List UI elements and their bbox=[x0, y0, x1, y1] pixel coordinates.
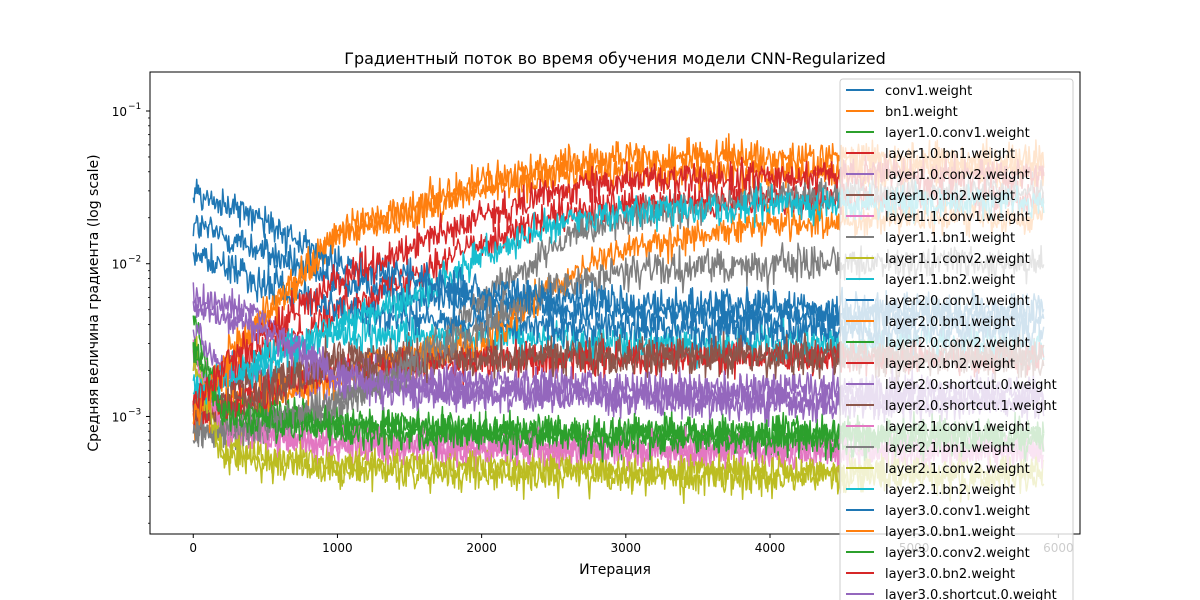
legend: conv1.weight bn1.weight layer1.0.conv1.wei… bbox=[839, 78, 1074, 600]
legend-label: layer3.0.shortcut.0.weight bbox=[885, 588, 1057, 600]
x-tick-label: 0 bbox=[189, 541, 197, 555]
legend-label: layer2.1.bn2.weight bbox=[885, 483, 1015, 498]
legend-label: layer2.0.bn1.weight bbox=[885, 315, 1015, 330]
x-tick-label: 4000 bbox=[755, 541, 786, 555]
legend-label: layer2.0.conv2.weight bbox=[885, 336, 1030, 351]
legend-label: layer1.1.conv2.weight bbox=[885, 252, 1030, 267]
y-tick-label: 10 bbox=[112, 105, 127, 119]
legend-label: layer2.0.conv1.weight bbox=[885, 294, 1030, 309]
y-tick-exponent: −1 bbox=[128, 102, 141, 112]
legend-label: layer1.1.bn1.weight bbox=[885, 231, 1015, 246]
y-tick-exponent: −2 bbox=[128, 255, 141, 265]
legend-label: layer2.0.shortcut.0.weight bbox=[885, 378, 1057, 393]
legend-label: layer2.0.shortcut.1.weight bbox=[885, 399, 1057, 414]
legend-label: layer3.0.bn2.weight bbox=[885, 567, 1015, 582]
legend-label: layer3.0.conv2.weight bbox=[885, 546, 1030, 561]
x-tick-label: 2000 bbox=[466, 541, 497, 555]
legend-label: conv1.weight bbox=[885, 84, 972, 99]
legend-label: layer1.1.bn2.weight bbox=[885, 273, 1015, 288]
y-axis-ticks: 10−310−210−1 bbox=[112, 102, 150, 524]
x-axis-label: Итерация bbox=[579, 562, 651, 578]
legend-label: bn1.weight bbox=[885, 105, 958, 120]
plot-frame bbox=[149, 71, 1081, 535]
legend-label: layer2.1.conv2.weight bbox=[885, 462, 1030, 477]
legend-label: layer3.0.bn1.weight bbox=[885, 525, 1015, 540]
x-tick-label: 1000 bbox=[322, 541, 353, 555]
legend-label: layer1.0.bn1.weight bbox=[885, 147, 1015, 162]
y-tick-exponent: −3 bbox=[128, 407, 141, 417]
legend-label: layer2.0.bn2.weight bbox=[885, 357, 1015, 372]
legend-label: layer1.1.conv1.weight bbox=[885, 210, 1030, 225]
legend-label: layer2.1.conv1.weight bbox=[885, 420, 1030, 435]
y-axis-label: Средняя величина градиента (log scale) bbox=[86, 154, 102, 451]
legend-label: layer1.0.conv1.weight bbox=[885, 126, 1030, 141]
y-tick-label: 10 bbox=[112, 258, 127, 272]
legend-label: layer3.0.conv1.weight bbox=[885, 504, 1030, 519]
legend-label: layer1.0.conv2.weight bbox=[885, 168, 1030, 183]
legend-label: layer1.0.bn2.weight bbox=[885, 189, 1015, 204]
y-tick-label: 10 bbox=[112, 410, 127, 424]
legend-label: layer2.1.bn1.weight bbox=[885, 441, 1015, 456]
chart-title: Градиентный поток во время обучения моде… bbox=[344, 49, 886, 68]
legend-box bbox=[839, 78, 1074, 600]
x-tick-label: 3000 bbox=[611, 541, 642, 555]
